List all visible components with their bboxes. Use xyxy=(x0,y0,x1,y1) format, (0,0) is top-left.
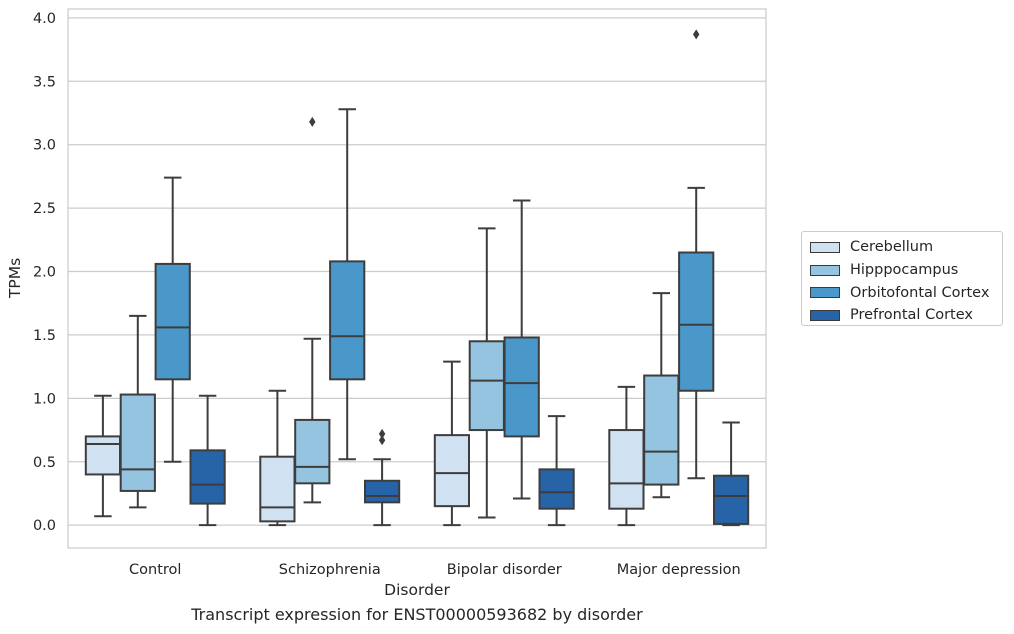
outlier-point xyxy=(378,428,386,439)
box-cerebellum xyxy=(259,389,296,527)
y-tick-label: 1.5 xyxy=(33,328,56,344)
box-iqr xyxy=(643,374,680,486)
box-iqr xyxy=(503,336,540,438)
box-orbitofontal-cortex xyxy=(678,29,715,480)
box-iqr xyxy=(329,260,366,381)
y-tick-labels: 0.0 0.5 1.0 1.5 2.0 2.5 3.0 3.5 4.0 xyxy=(33,11,56,534)
box-orbitofontal-cortex xyxy=(503,199,540,500)
x-tick-labels: Control Schizophrenia Bipolar disorder Majo… xyxy=(129,562,741,578)
legend-item: Prefrontal Cortex xyxy=(810,304,1002,327)
y-tick-label: 3.5 xyxy=(33,74,56,90)
legend-swatch xyxy=(810,264,840,276)
box-hipppocampus xyxy=(468,227,505,519)
box-iqr xyxy=(433,434,471,508)
box-cerebellum xyxy=(84,394,122,518)
y-axis-label: TPMs xyxy=(6,258,24,299)
legend-item: Cerebellum xyxy=(810,236,1002,259)
legend-label: Hipppocampus xyxy=(850,262,959,279)
y-tick-label: 1.0 xyxy=(33,391,56,407)
chart-caption: Transcript expression for ENST0000059368… xyxy=(191,605,643,624)
box-iqr xyxy=(468,340,505,432)
box-orbitofontal-cortex xyxy=(154,176,191,463)
legend-swatch xyxy=(810,287,840,299)
box-iqr xyxy=(154,262,191,381)
y-tick-label: 0.0 xyxy=(33,518,56,534)
x-axis-label: Disorder xyxy=(384,581,450,599)
box-iqr xyxy=(119,393,156,492)
box-hipppocampus xyxy=(119,314,156,509)
legend: Cerebellum Hipppocampus Orbitofontal Corte… xyxy=(801,231,1003,326)
box-hipppocampus xyxy=(294,116,331,504)
box-prefrontal-cortex xyxy=(712,421,750,527)
box-iqr xyxy=(84,435,122,476)
box-iqr xyxy=(608,429,645,510)
y-tick-label: 2.0 xyxy=(33,265,56,281)
box-prefrontal-cortex xyxy=(363,428,401,527)
box-hipppocampus xyxy=(643,292,680,499)
box-cerebellum xyxy=(433,360,471,527)
box-iqr xyxy=(363,479,401,504)
y-tick-label: 4.0 xyxy=(33,11,56,27)
x-tick-label: Control xyxy=(129,562,181,578)
box-iqr xyxy=(538,468,575,510)
box-orbitofontal-cortex xyxy=(329,108,366,461)
box-prefrontal-cortex xyxy=(189,394,226,527)
legend-label: Cerebellum xyxy=(850,239,934,256)
plot-frame xyxy=(67,8,767,549)
box-iqr xyxy=(712,474,750,525)
outlier-point xyxy=(693,29,700,40)
x-tick-label: Schizophrenia xyxy=(279,562,381,578)
box-iqr xyxy=(189,449,226,505)
legend-swatch xyxy=(810,241,840,253)
y-tick-label: 2.5 xyxy=(33,201,56,217)
box-iqr xyxy=(678,251,715,392)
legend-label: Orbitofontal Cortex xyxy=(850,284,990,301)
y-tick-label: 3.0 xyxy=(33,138,56,154)
box-iqr xyxy=(294,418,331,485)
y-tick-label: 0.5 xyxy=(33,455,56,471)
outlier-point xyxy=(378,435,386,446)
outlier-point xyxy=(309,116,316,127)
legend-label: Prefrontal Cortex xyxy=(850,307,973,324)
box-iqr xyxy=(259,455,296,523)
legend-swatch xyxy=(810,309,840,321)
box-series xyxy=(84,29,750,527)
box-cerebellum xyxy=(608,385,645,527)
x-tick-label: Bipolar disorder xyxy=(447,562,562,578)
legend-item: Hipppocampus xyxy=(810,259,1002,282)
x-tick-label: Major depression xyxy=(617,562,741,578)
box-prefrontal-cortex xyxy=(538,415,575,527)
legend-item: Orbitofontal Cortex xyxy=(810,281,1002,304)
